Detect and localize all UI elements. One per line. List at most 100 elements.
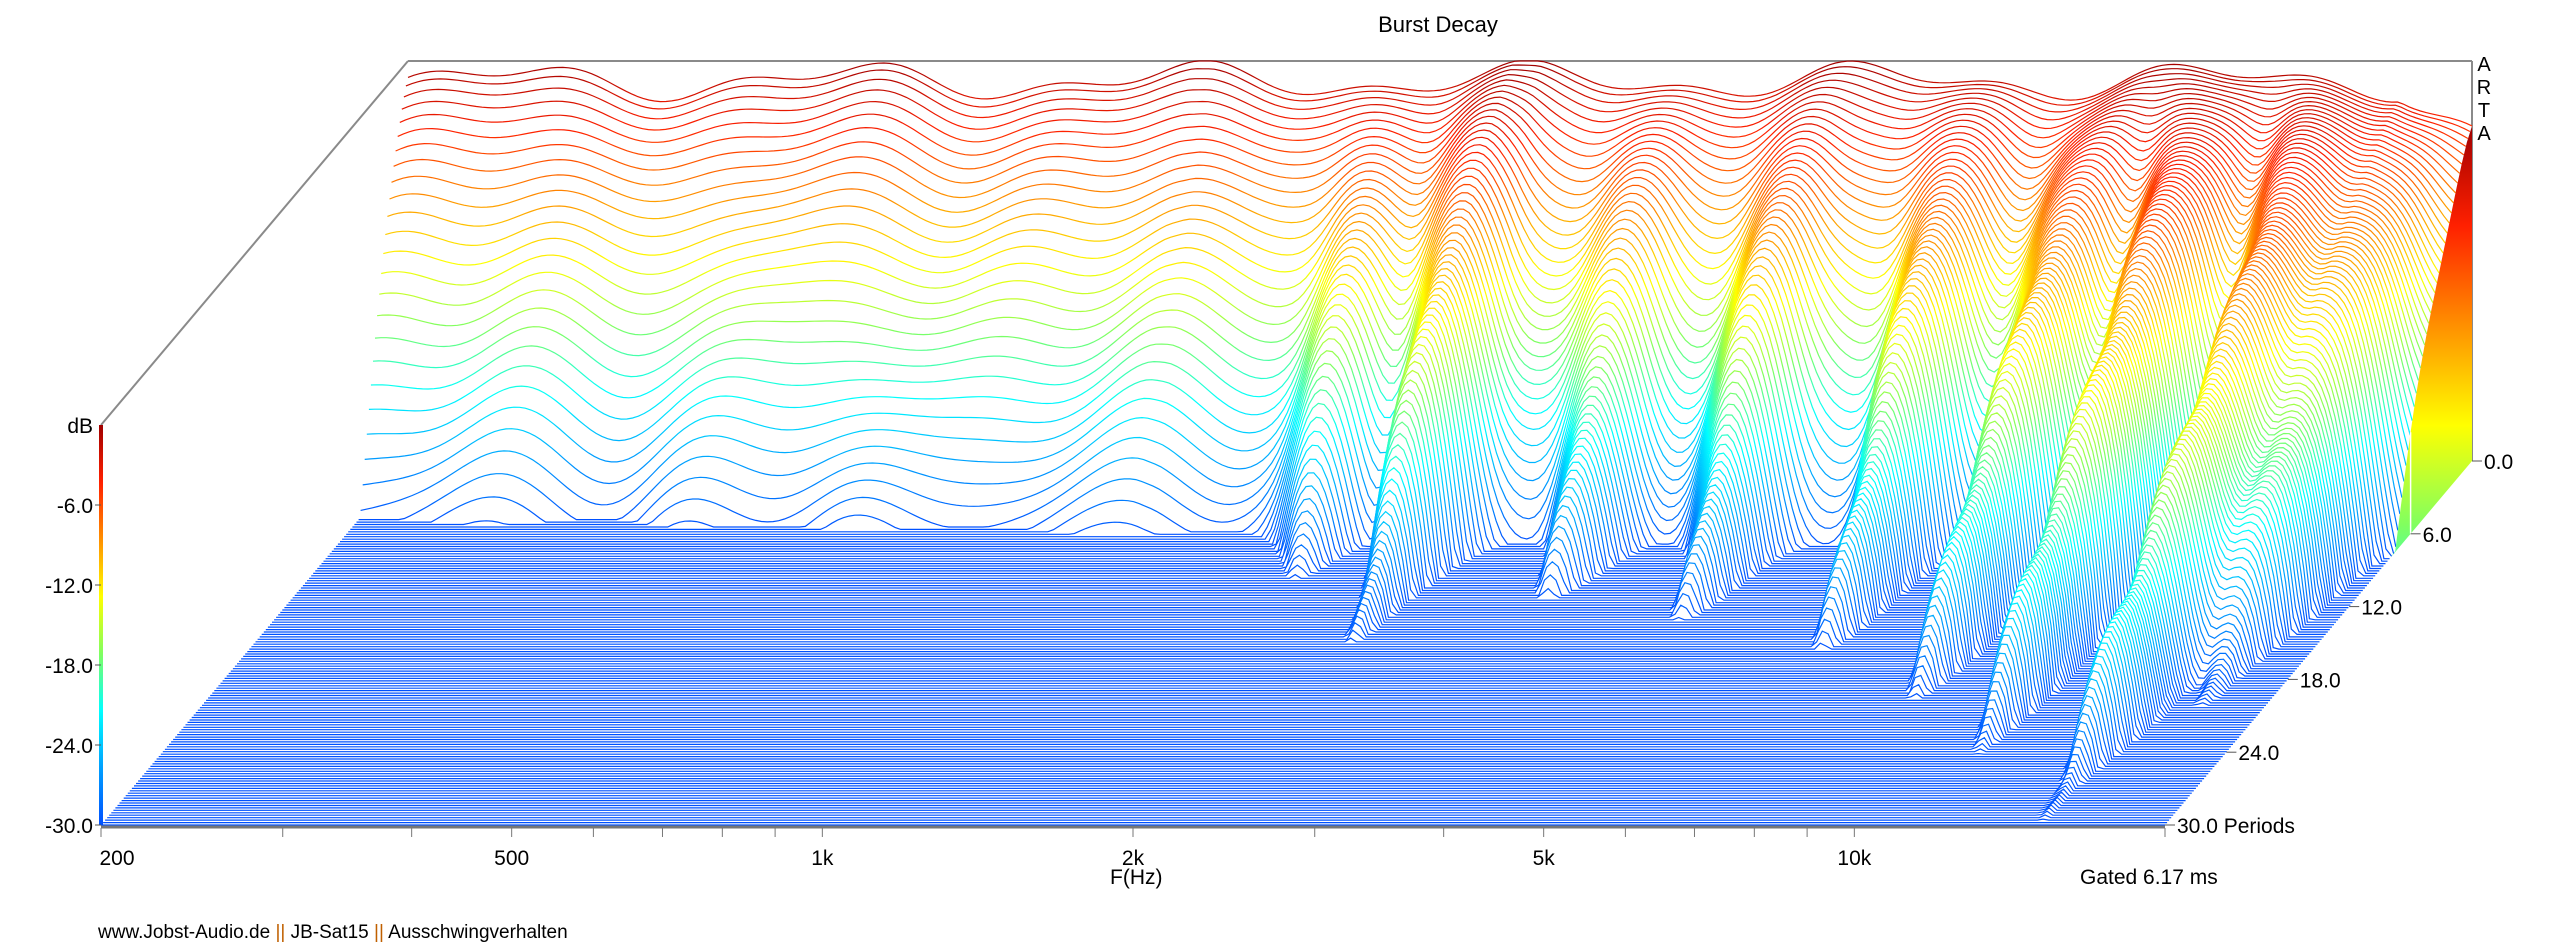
decay-slice-line [393,96,2459,186]
decay-slice-line [300,310,2365,590]
decay-slice-line [226,499,2291,677]
decay-slice-line [278,377,2343,616]
x-tick-label: 500 [494,847,529,870]
decay-slice-line [245,443,2310,655]
decay-slice-line [377,136,2442,336]
decay-slice-line [175,625,2240,738]
decay-slice-line [329,244,2395,555]
decay-slice-line [109,810,2174,816]
decay-slice-line [204,574,2268,704]
decay-slice-line [171,636,2236,743]
decay-slice-line [362,167,2428,486]
decay-slice-line [127,785,2192,794]
decay-slice-line [407,60,2473,127]
slice-fill [133,772,2198,787]
decay-slice-line [253,426,2318,645]
decay-slice-line [195,590,2260,714]
decay-slice-line [208,564,2273,699]
z-tick-label: 30.0 Periods [2177,815,2295,838]
decay-slice-line [181,613,2246,731]
decay-slice-line [374,141,2440,357]
decay-slice-line [259,415,2324,638]
decay-slice-line [313,277,2378,574]
decay-slice-line [251,430,2316,648]
decay-slice-line [131,776,2196,789]
footer-separator: || [275,922,286,943]
decay-slice-line [265,404,2330,631]
decay-slice-line [358,176,2424,521]
watermark-letter: T [2477,100,2491,122]
decay-slice-line [185,606,2250,726]
decay-slice-line [325,252,2390,560]
y-axis-label: dB [67,415,93,438]
decay-slice-line [290,342,2355,601]
decay-slice-line [302,304,2367,587]
x-tick-label: 5k [1533,847,1556,870]
decay-slice-line [276,383,2341,618]
decay-slice-line [148,721,2213,770]
decay-slice-line [115,801,2180,809]
db-colorbar [99,425,103,825]
decay-slice-line [282,366,2347,611]
y-tick-label: -12.0 [45,575,93,598]
decay-slice-line [383,122,2448,275]
footer: www.Jobst-Audio.de || JB-Sat15 || Aussch… [98,922,568,944]
decay-slice-line [307,293,2371,582]
decay-slice-line [189,600,2254,721]
decay-slice-line [391,102,2456,203]
decay-slice-line [117,799,2182,807]
decay-slice-line [224,506,2289,679]
decay-slice-line [234,471,2299,667]
decay-slice-line [305,298,2369,584]
z-tick-label: 24.0 [2238,742,2279,765]
footer-model: JB-Sat15 [290,922,369,943]
decay-slice-line [187,603,2252,723]
decay-slice-line [372,146,2438,378]
decay-slice-line [239,458,2303,662]
z-tick-label: 0.0 [2484,451,2513,474]
decay-slice-line [166,648,2231,748]
decay-slice-line [121,794,2186,802]
x-axis-label: F(Hz) [1110,866,1163,889]
decay-slice-line [346,203,2411,535]
z-tick-label: 12.0 [2361,597,2402,620]
decay-slice-line [309,287,2374,579]
decay-slice-line [389,107,2454,220]
decay-slice-line [199,583,2264,709]
decay-slice-line [113,804,2178,811]
decay-slice-line [257,419,2322,640]
y-tick-label: -6.0 [57,495,93,518]
footer-description: Ausschwingverhalten [388,922,568,943]
decay-slice-line [405,64,2471,133]
decay-slice-line [350,193,2415,530]
decay-slice-line [368,154,2434,420]
z-tick-label: 6.0 [2423,524,2452,547]
decay-slice-line [220,521,2285,684]
watermark-letter: A [2477,123,2491,145]
x-tick-label: 10k [1837,847,1871,870]
decay-slice-line [261,412,2326,635]
decay-slice-line [216,536,2281,689]
decay-slice-line [263,408,2328,633]
decay-slice-line [249,434,2314,650]
decay-slice-line [160,669,2225,755]
decay-slice-line [348,198,2413,533]
axes: dB -6.0 -12.0 -18.0 -24.0 -30.0 200 500 1k 2k 5k 10… [45,415,2513,870]
decay-slice-line [286,354,2351,606]
decay-slice-line [340,218,2405,543]
decay-slice-line [119,796,2184,804]
decay-slice-line [399,79,2465,156]
decay-slice-line [403,69,2469,140]
decay-slice-line [241,453,2306,660]
decay-slice-line [230,484,2295,672]
decay-slice-line [344,208,2409,538]
decay-slice-line [321,260,2386,565]
decay-slice-line [125,788,2190,797]
decay-slice-line [164,655,2229,750]
decay-slice-line [292,335,2357,599]
x-tick-label: 1k [811,847,834,870]
decay-slice-line [385,117,2450,256]
decay-slice-line [173,630,2238,741]
decay-slice-line [401,73,2467,147]
decay-slice-line [270,397,2334,626]
